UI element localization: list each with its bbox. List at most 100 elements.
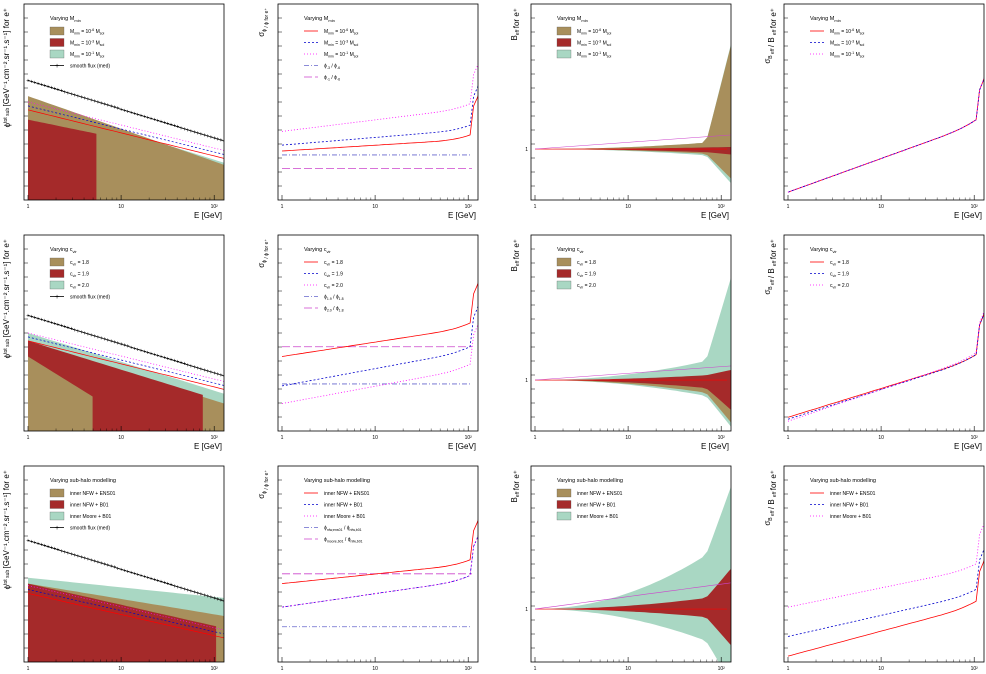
smooth-flux-marker: + — [212, 596, 216, 602]
legend-unit: M — [601, 29, 607, 35]
legend-rest: = 10 — [587, 52, 598, 58]
smooth-flux-marker: + — [66, 326, 70, 332]
legend-sub: -3 — [327, 66, 330, 70]
plot-background — [278, 4, 478, 200]
legend-label: inner NFW + B01 — [324, 503, 363, 509]
smooth-flux-marker: + — [116, 566, 120, 572]
smooth-flux-marker: + — [136, 347, 140, 353]
x-tick-label: 1 — [27, 666, 30, 672]
legend-label: M — [324, 52, 328, 58]
y-label-symbol: σ — [257, 494, 266, 499]
smooth-flux-marker: + — [33, 541, 37, 547]
smooth-flux-marker: + — [159, 580, 163, 586]
legend-label: c — [70, 260, 73, 266]
smooth-flux-marker: + — [59, 549, 63, 555]
x-tick-label: 1 — [27, 435, 30, 441]
legend-rest: = 10 — [334, 52, 345, 58]
smooth-flux-marker: + — [69, 552, 73, 558]
legend-rest: = 10 — [587, 29, 598, 35]
series-line — [281, 84, 478, 146]
plot-background — [784, 235, 984, 431]
legend-entry: Mmin = 10-6 Msol — [70, 28, 104, 36]
smooth-flux-marker: + — [119, 567, 123, 573]
smooth-flux-marker: + — [139, 348, 143, 354]
legend-label: inner NFW + B01 — [70, 503, 109, 509]
legend-entry: ϕ2.0 / ϕ1.8 — [324, 306, 344, 313]
x-tick-label: 10² — [718, 435, 726, 441]
smooth-flux-marker: + — [192, 365, 196, 371]
legend-unit: M — [348, 41, 354, 47]
smooth-flux-marker: + — [176, 360, 180, 366]
moore-line — [534, 582, 731, 610]
smooth-flux-marker: + — [109, 104, 113, 110]
series-line — [787, 77, 984, 193]
smooth-flux-marker: + — [119, 342, 123, 348]
legend-entry: cvir = 1.9 — [577, 272, 596, 279]
smooth-flux-marker: + — [123, 343, 127, 349]
legend-unit-sub: 1.8 — [339, 309, 344, 313]
plot-area — [281, 519, 478, 628]
smooth-flux-marker: + — [202, 593, 206, 599]
band-tan-low — [28, 356, 93, 431]
legend-sup: -3 — [345, 40, 348, 44]
y-label-part: for e⁺ — [512, 470, 521, 490]
legend-label: c — [577, 260, 580, 266]
legend-unit-sub: sol — [860, 55, 865, 59]
legend-sub: vir — [327, 274, 332, 278]
smooth-flux-marker: + — [86, 332, 90, 338]
smooth-flux-marker: + — [209, 595, 213, 601]
series-line — [281, 519, 478, 584]
legend-rest: = 1.8 — [836, 260, 849, 266]
smooth-flux-marker: + — [103, 102, 107, 108]
x-tick-label: 10² — [211, 435, 219, 441]
smooth-flux-marker: + — [196, 131, 200, 137]
legend-unit: M — [854, 29, 860, 35]
plot-area — [787, 522, 984, 657]
legend-sub: min — [834, 32, 840, 36]
panel-0-0: + + + + + + + + + + + + + + + + + + + + + + + + + + + + + + + + + + + + + + + +… — [2, 3, 225, 220]
smooth-flux-marker: + — [79, 555, 83, 561]
legend-title: Varying cvir — [810, 247, 837, 254]
smooth-flux-marker: + — [129, 570, 133, 576]
x-tick-label: 10 — [118, 204, 124, 210]
legend-title: Varying Mmin — [810, 16, 841, 23]
legend-rest: / ϕ — [330, 75, 337, 81]
smooth-flux-marker: + — [116, 341, 120, 347]
smooth-flux-marker: + — [163, 121, 167, 127]
legend-sub: vir — [327, 286, 332, 290]
legend-sub: 1.9 — [327, 297, 332, 301]
smooth-flux-marker: + — [69, 92, 73, 98]
smooth-flux-marker: + — [66, 551, 70, 557]
smooth-flux-marker: + — [219, 598, 223, 604]
y-label-part: for e⁺ — [512, 239, 521, 259]
legend-entry: cvir = 2.0 — [830, 283, 849, 290]
legend-unit-sub: nfw,b01 — [350, 528, 362, 532]
smooth-flux-marker: + — [56, 88, 60, 94]
legend-rest: = 2.0 — [330, 283, 343, 289]
legend-entry: inner NFW + B01 — [324, 503, 363, 509]
legend-rest: = 10 — [334, 29, 345, 35]
y-label-part: sub — [5, 106, 11, 115]
plot-background — [784, 4, 984, 200]
legend-label: c — [70, 283, 73, 289]
x-tick-label: 10 — [625, 666, 631, 672]
smooth-flux-marker: + — [53, 547, 57, 553]
legend-sub: vir — [833, 286, 838, 290]
smooth-flux-marker: + — [109, 564, 113, 570]
x-tick-label: 1 — [534, 435, 537, 441]
smooth-flux-marker: + — [129, 110, 133, 116]
smooth-flux-marker: + — [56, 548, 60, 554]
legend-entry: cvir = 2.0 — [70, 283, 89, 290]
legend-rest: / ϕ — [330, 64, 337, 70]
legend-rest: = 10 — [587, 41, 598, 47]
smooth-flux-marker: + — [50, 321, 54, 327]
smooth-flux-marker: + — [183, 127, 187, 133]
smooth-flux-marker: + — [156, 353, 160, 359]
legend-sup: -1 — [598, 51, 601, 55]
legend-sub: vir — [327, 263, 332, 267]
smooth-flux-marker: + — [116, 106, 120, 112]
smooth-flux-marker: + — [146, 350, 150, 356]
smooth-flux-marker: + — [53, 87, 57, 93]
